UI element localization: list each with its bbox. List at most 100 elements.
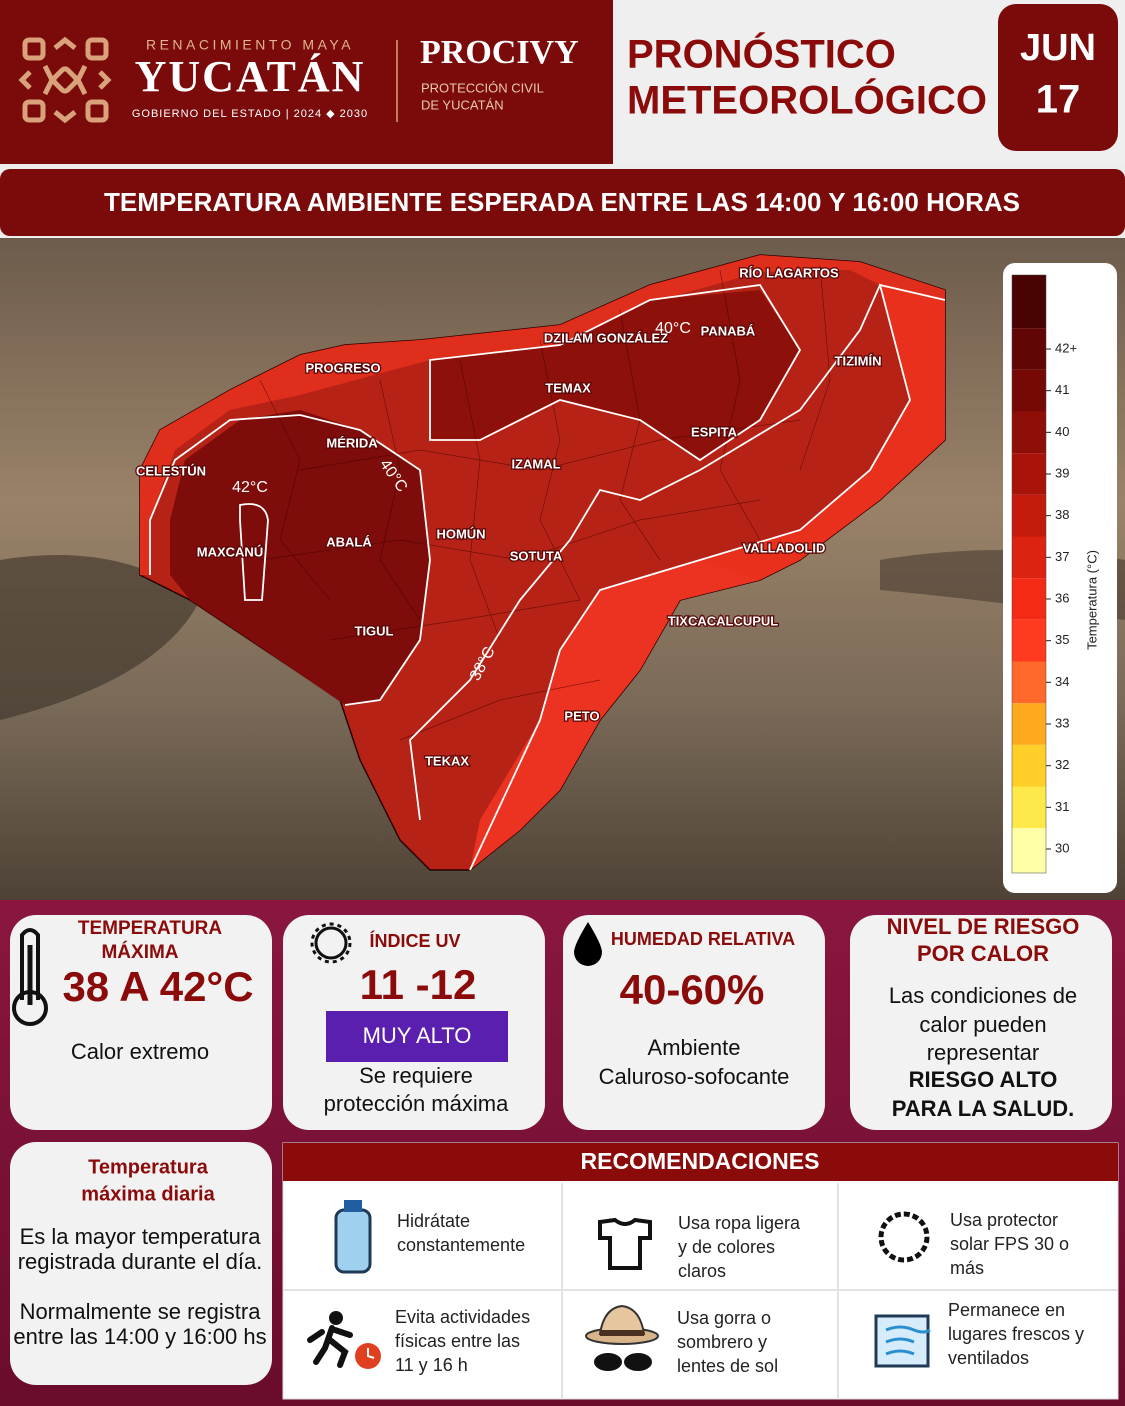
header-left — [0, 0, 613, 164]
recommendation-icons — [307, 1200, 931, 1371]
place-label: TEMAX — [545, 380, 591, 395]
place-label: RÍO LAGARTOS — [739, 265, 839, 280]
card-text: Caluroso-sofocante — [599, 1064, 790, 1089]
zone-41 — [430, 290, 800, 460]
contour-lines — [149, 283, 946, 871]
legend-swatch — [1012, 536, 1046, 579]
legend-tick-label: 32 — [1055, 757, 1069, 772]
legend-tick-label: 40 — [1055, 424, 1069, 439]
legend-tick-label: 33 — [1055, 715, 1069, 730]
place-label: MÉRIDA — [326, 435, 378, 450]
recommendation-text: Usa protector — [950, 1210, 1058, 1230]
card-text: RIESGO ALTO — [909, 1067, 1058, 1092]
recommendation-text: 11 y 16 h — [395, 1355, 468, 1375]
legend-tick-label: 42+ — [1055, 340, 1077, 355]
place-label: MAXCANÚ — [197, 544, 263, 559]
place-label: TIXCACALCUPUL — [668, 613, 779, 628]
page-title: PRONÓSTICO — [627, 31, 896, 77]
card-value: 40-60% — [620, 966, 765, 1013]
place-label: ESPITA — [691, 424, 738, 439]
recommendation-text: claros — [678, 1261, 726, 1281]
legend-tick-label: 34 — [1055, 674, 1069, 689]
legend-title: Temperatura (°C) — [1084, 550, 1099, 650]
place-label: TIGUL — [355, 623, 394, 638]
banner-text: TEMPERATURA AMBIENTE ESPERADA ENTRE LAS … — [104, 187, 1020, 217]
legend-swatch — [1012, 619, 1046, 662]
recommendation-text: Evita actividades — [395, 1307, 530, 1327]
card-title: POR CALOR — [917, 941, 1049, 966]
drop-icon — [574, 922, 602, 966]
grid-lines — [283, 1183, 1118, 1398]
legend-tick-label: 37 — [1055, 549, 1069, 564]
card — [563, 915, 825, 1130]
place-label: DZILAM GONZÁLEZ — [544, 330, 668, 345]
state-map: RÍO LAGARTOS DZILAM GONZÁLEZ PANABÁ PROGRES… — [135, 254, 946, 871]
legend: 30 31 32 33 34 35 36 37 38 39 40 41 42+ — [1011, 274, 1077, 874]
recommendation-text: Permanece en — [948, 1300, 1065, 1320]
place-label: ABALÁ — [326, 534, 372, 549]
place-label: CELESTÚN — [136, 463, 206, 478]
place-labels: RÍO LAGARTOS DZILAM GONZÁLEZ PANABÁ PROGRES… — [135, 264, 883, 770]
legend-swatch — [1012, 703, 1046, 745]
card-title: ÍNDICE UV — [369, 930, 460, 951]
legend-swatch — [1012, 275, 1046, 329]
logo-name: YUCATÁN — [135, 52, 366, 101]
legend-swatch — [1012, 453, 1046, 495]
place-label: PROGRESO — [305, 360, 380, 375]
place-label: IZAMAL — [511, 456, 560, 471]
land-shadow — [0, 555, 200, 720]
legend-swatch — [1012, 369, 1046, 412]
legend-swatch — [1012, 786, 1046, 829]
agency-name: PROCIVY — [420, 34, 579, 71]
card-title: HUMEDAD RELATIVA — [611, 929, 795, 949]
recommendations-title: RECOMENDACIONES — [581, 1148, 820, 1174]
place-label: VALLADOLID — [743, 540, 826, 555]
contour-label: 40°C — [655, 320, 691, 337]
legend-tick-label: 30 — [1055, 840, 1069, 855]
recommendation-text: lugares frescos y — [948, 1324, 1084, 1344]
place-label: HOMÚN — [436, 526, 485, 541]
info-card — [10, 1142, 272, 1385]
recommendation-text: Usa ropa ligera — [678, 1213, 801, 1233]
card-text: Ambiente — [648, 1035, 741, 1060]
recommendation-text: físicas entre las — [395, 1331, 520, 1351]
card-text: Calor extremo — [71, 1039, 209, 1064]
card — [10, 915, 272, 1130]
legend-tick-label: 31 — [1055, 799, 1069, 814]
place-label: TIZIMÍN — [835, 353, 882, 368]
card-text: Se requiere — [359, 1063, 473, 1088]
info-text: Normalmente se registra — [20, 1299, 262, 1324]
legend-swatch — [1012, 411, 1046, 454]
place-label: PANABÁ — [701, 323, 756, 338]
place-label: SOTUTA — [510, 548, 563, 563]
uv-badge — [326, 1011, 508, 1062]
zone-37 — [600, 285, 945, 600]
recommendation-text: sombrero y — [677, 1332, 767, 1352]
place-label: PETO — [564, 708, 599, 723]
agency-line: PROTECCIÓN CIVIL — [421, 80, 544, 95]
card — [850, 915, 1112, 1130]
zone-42 — [170, 410, 430, 705]
agency-line: DE YUCATÁN — [421, 97, 504, 112]
card-text: calor pueden — [919, 1012, 1046, 1037]
zone-36 — [470, 560, 760, 870]
recommendation-text: Usa gorra o — [677, 1308, 771, 1328]
card-title: NIVEL DE RIESGO — [887, 914, 1080, 939]
legend-swatch — [1012, 578, 1046, 620]
thermometer-icon — [12, 928, 48, 1026]
logo-icon — [18, 36, 112, 124]
legend-tick-label: 35 — [1055, 632, 1069, 647]
card-title: MÁXIMA — [101, 941, 178, 963]
legend-swatch — [1012, 828, 1046, 873]
card-title: TEMPERATURA — [78, 918, 223, 939]
info-text: registrada durante el día. — [18, 1249, 263, 1274]
card-text: representar — [927, 1040, 1040, 1065]
contour-label: 42°C — [232, 479, 268, 496]
legend-tick-label: 38 — [1055, 507, 1069, 522]
recommendation-text: lentes de sol — [677, 1356, 778, 1376]
legend-swatch — [1012, 328, 1046, 370]
legend-tick-label: 39 — [1055, 465, 1069, 480]
